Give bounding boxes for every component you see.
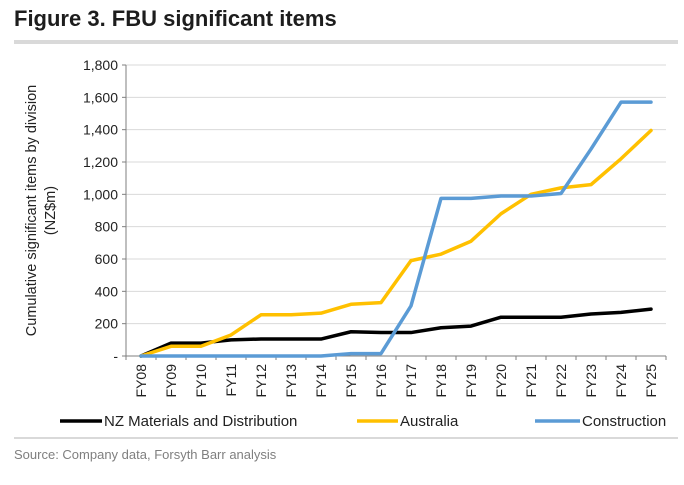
data-point — [439, 197, 442, 200]
data-point — [199, 354, 202, 357]
y-tick-label: 200 — [95, 316, 119, 332]
data-point — [169, 354, 172, 357]
data-point — [559, 316, 562, 319]
y-axis-title-line: (NZ$m) — [43, 186, 59, 235]
data-point — [649, 101, 652, 104]
x-tick-label: FY14 — [313, 364, 329, 398]
y-tick-label: 1,000 — [83, 186, 118, 202]
x-tick-label: FY21 — [523, 364, 539, 398]
x-tick-label: FY17 — [403, 364, 419, 398]
x-tick-label: FY10 — [193, 364, 209, 398]
data-point — [499, 212, 502, 215]
y-tick-label: - — [113, 348, 118, 364]
x-tick-label: FY08 — [133, 364, 149, 398]
data-point — [229, 354, 232, 357]
series-line-construction — [139, 100, 653, 358]
x-tick-label: FY22 — [553, 364, 569, 398]
data-point — [259, 354, 262, 357]
y-tick-label: 1,800 — [83, 57, 118, 73]
x-tick-label: FY16 — [373, 364, 389, 398]
data-point — [409, 304, 412, 307]
x-tick-label: FY19 — [463, 364, 479, 398]
source-note: Source: Company data, Forsyth Barr analy… — [14, 447, 277, 462]
data-point — [409, 331, 412, 334]
data-point — [379, 352, 382, 355]
data-point — [319, 337, 322, 340]
data-point — [229, 333, 232, 336]
y-tick-label: 800 — [95, 219, 119, 235]
y-tick-label: 400 — [95, 283, 119, 299]
data-point — [349, 352, 352, 355]
data-point — [319, 312, 322, 315]
x-tick-label: FY25 — [643, 364, 659, 398]
data-point — [319, 354, 322, 357]
data-point — [619, 157, 622, 160]
x-tick-labels: FY08 FY09 FY10 FY11 FY12 FY13 FY14 FY15 FY16 FY17… — [133, 364, 659, 398]
data-point — [589, 312, 592, 315]
footer-divider — [14, 437, 678, 439]
data-point — [139, 354, 142, 357]
data-point — [499, 194, 502, 197]
x-tick-label: FY24 — [613, 364, 629, 398]
x-tick-label: FY15 — [343, 364, 359, 398]
legend-label-nz-materials-and-distribution: NZ Materials and Distribution — [104, 413, 297, 430]
data-point — [259, 313, 262, 316]
line-chart: - 200 400 600 800 1,000 1,200 1,400 1,600 1,800 F… — [24, 57, 667, 430]
data-point — [289, 313, 292, 316]
data-point — [649, 129, 652, 132]
data-point — [529, 316, 532, 319]
x-tick-label: FY18 — [433, 364, 449, 398]
data-point — [169, 341, 172, 344]
data-point — [199, 345, 202, 348]
x-tick-label: FY09 — [163, 364, 179, 398]
y-tick-label: 600 — [95, 251, 119, 267]
series-lines — [139, 100, 653, 358]
legend-label-construction: Construction — [582, 413, 666, 430]
series-line-australia — [139, 128, 653, 358]
data-point — [619, 311, 622, 314]
data-point — [469, 197, 472, 200]
data-point — [499, 316, 502, 319]
y-tick-label: 1,600 — [83, 89, 118, 105]
x-tick-label: FY20 — [493, 364, 509, 398]
data-point — [409, 259, 412, 262]
x-tick-label: FY12 — [253, 364, 269, 398]
data-point — [469, 240, 472, 243]
legend: NZ Materials and Distribution Australia Co… — [60, 413, 666, 430]
data-point — [529, 194, 532, 197]
data-point — [619, 101, 622, 104]
data-point — [289, 354, 292, 357]
data-point — [559, 192, 562, 195]
y-axis-title-line: Cumulative significant items by division — [24, 85, 40, 336]
title-divider — [14, 40, 678, 44]
data-point — [349, 330, 352, 333]
y-tick-label: 1,400 — [83, 122, 118, 138]
x-tick-label: FY11 — [223, 364, 239, 397]
data-point — [589, 147, 592, 150]
data-point — [439, 253, 442, 256]
y-tick-label: 1,200 — [83, 154, 118, 170]
data-point — [229, 338, 232, 341]
data-point — [379, 331, 382, 334]
x-tick-label: FY13 — [283, 364, 299, 398]
x-tick-label: FY23 — [583, 364, 599, 398]
gridlines — [126, 64, 666, 325]
legend-label-australia: Australia — [400, 413, 459, 430]
data-point — [169, 345, 172, 348]
figure-title: Figure 3. FBU significant items — [14, 6, 337, 31]
data-point — [589, 183, 592, 186]
data-point — [379, 301, 382, 304]
data-point — [349, 303, 352, 306]
y-tick-labels: - 200 400 600 800 1,000 1,200 1,400 1,600 1,800 — [83, 57, 118, 364]
data-point — [469, 324, 472, 327]
y-axis-label: Cumulative significant items by division… — [24, 85, 59, 336]
data-point — [259, 337, 262, 340]
data-point — [289, 337, 292, 340]
data-point — [439, 326, 442, 329]
data-point — [649, 308, 652, 311]
